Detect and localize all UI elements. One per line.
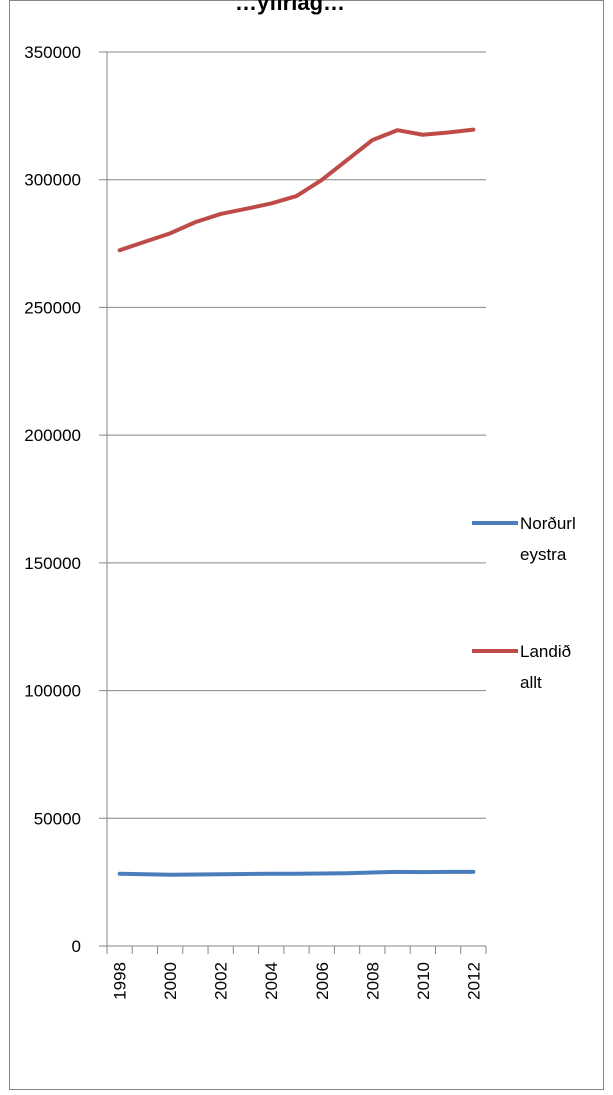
y-tick-label: 350000 xyxy=(24,43,81,62)
x-tick-label: 1998 xyxy=(111,962,130,1000)
series-line-1 xyxy=(117,869,476,877)
x-tick-label: 2012 xyxy=(464,962,483,1000)
y-tick-label: 50000 xyxy=(34,809,81,828)
y-tick-label: 0 xyxy=(72,937,81,956)
x-tick-label: 2002 xyxy=(212,962,231,1000)
gridlines xyxy=(99,51,486,819)
y-tick-label: 150000 xyxy=(24,554,81,573)
legend-label-2: allt xyxy=(520,673,542,692)
x-tick-label: 2010 xyxy=(414,962,433,1000)
x-tick-label: 2006 xyxy=(313,962,332,1000)
x-tick-label: 2008 xyxy=(363,962,382,1000)
legend-label-1: Norðurl xyxy=(520,514,576,533)
x-tick-label: 2000 xyxy=(161,962,180,1000)
series-line-2 xyxy=(117,127,476,253)
chart-frame xyxy=(9,0,604,1090)
y-tick-label: 100000 xyxy=(24,682,81,701)
legend-label-1: eystra xyxy=(520,545,567,564)
legend: Norðurl eystra Landið allt xyxy=(472,514,576,692)
legend-label-2: Landið xyxy=(520,642,571,661)
x-tick-label: 2004 xyxy=(262,962,281,1000)
axes: 0 50000 100000 150000 200000 250000 300000 3500… xyxy=(24,43,487,1000)
y-tick-label: 300000 xyxy=(24,171,81,190)
y-tick-label: 250000 xyxy=(24,298,81,317)
chart-title: …yfirlag… xyxy=(235,0,345,15)
y-tick-label: 200000 xyxy=(24,426,81,445)
series-lines xyxy=(117,127,476,877)
